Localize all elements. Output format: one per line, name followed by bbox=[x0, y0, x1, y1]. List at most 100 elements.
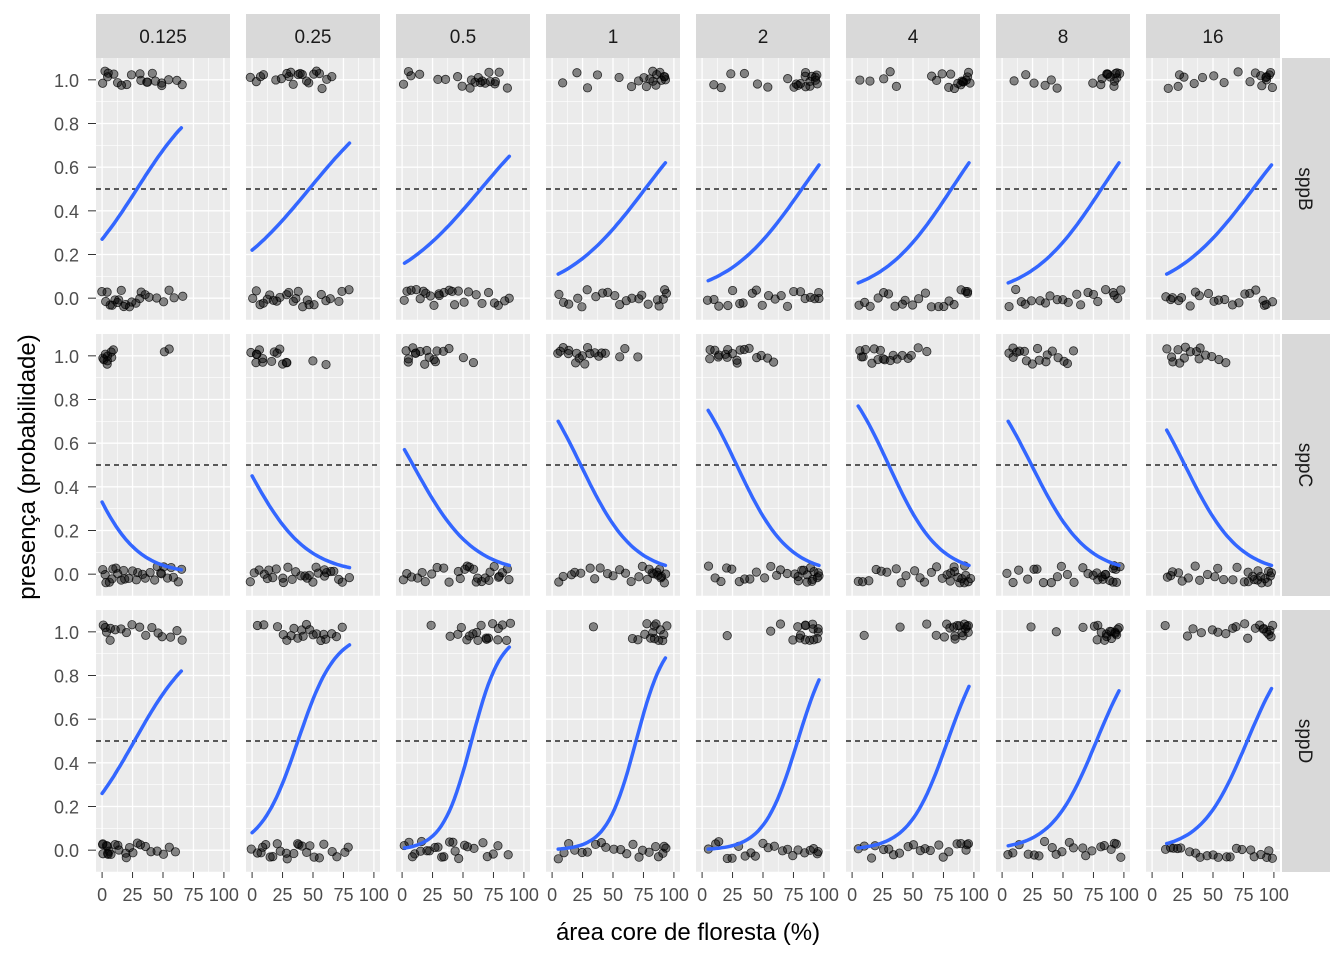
data-point bbox=[334, 296, 344, 307]
fitted-curve bbox=[856, 684, 971, 850]
row-strip-label: sppD bbox=[1294, 719, 1315, 763]
x-tick-label: 75 bbox=[483, 885, 503, 905]
data-point bbox=[582, 285, 592, 295]
data-point bbox=[1083, 569, 1093, 579]
x-tick-label: 75 bbox=[1233, 885, 1253, 905]
data-point bbox=[1041, 357, 1051, 367]
data-point bbox=[267, 356, 277, 367]
data-point bbox=[949, 299, 959, 310]
y-tick-label: 0.6 bbox=[54, 710, 79, 730]
data-point bbox=[1213, 563, 1223, 573]
data-point bbox=[430, 357, 441, 367]
data-point bbox=[327, 629, 337, 639]
data-point bbox=[643, 299, 653, 309]
x-tick-label: 25 bbox=[873, 885, 893, 905]
data-point bbox=[245, 577, 255, 587]
data-point bbox=[304, 300, 314, 310]
data-point bbox=[433, 842, 443, 852]
data-point bbox=[145, 567, 155, 578]
data-point bbox=[1035, 296, 1045, 306]
data-point bbox=[939, 632, 949, 642]
data-point bbox=[135, 622, 145, 632]
data-point bbox=[620, 568, 631, 578]
data-point bbox=[1078, 843, 1088, 853]
data-point bbox=[124, 842, 135, 853]
data-point bbox=[922, 619, 932, 629]
data-point bbox=[716, 576, 726, 587]
data-point bbox=[329, 566, 339, 576]
data-point bbox=[642, 619, 652, 629]
data-point bbox=[662, 621, 672, 631]
data-point bbox=[473, 635, 483, 645]
data-point bbox=[800, 71, 810, 81]
data-point bbox=[1026, 296, 1037, 306]
strip-0.25 bbox=[246, 14, 380, 58]
data-point bbox=[944, 296, 954, 306]
data-point bbox=[626, 576, 636, 587]
data-point bbox=[1179, 72, 1189, 82]
data-point bbox=[278, 630, 288, 640]
data-point bbox=[304, 78, 314, 88]
data-point bbox=[458, 352, 469, 363]
data-point bbox=[1063, 297, 1073, 308]
data-point bbox=[1185, 301, 1195, 311]
data-point bbox=[131, 575, 141, 585]
strip-16 bbox=[1146, 14, 1280, 58]
data-point bbox=[484, 67, 494, 77]
data-point bbox=[752, 353, 762, 363]
data-point bbox=[468, 357, 479, 368]
data-point bbox=[913, 343, 923, 353]
data-point bbox=[1062, 569, 1072, 580]
data-point bbox=[601, 842, 611, 852]
data-point bbox=[164, 344, 174, 354]
data-point bbox=[424, 352, 434, 362]
x-tick-label: 75 bbox=[183, 885, 203, 905]
data-point bbox=[1203, 288, 1214, 299]
data-point bbox=[504, 575, 514, 585]
data-point bbox=[264, 565, 274, 575]
data-point bbox=[750, 851, 760, 861]
data-point bbox=[1040, 80, 1050, 90]
data-point bbox=[133, 567, 143, 578]
data-point bbox=[297, 841, 307, 851]
data-point bbox=[268, 573, 278, 583]
data-point bbox=[144, 292, 154, 302]
data-point bbox=[660, 75, 671, 85]
data-point bbox=[885, 355, 895, 366]
data-point bbox=[865, 76, 875, 86]
data-point bbox=[1032, 343, 1043, 354]
data-point bbox=[331, 632, 342, 642]
data-point bbox=[1032, 564, 1042, 574]
data-point bbox=[1250, 68, 1260, 78]
data-point bbox=[582, 83, 593, 93]
data-point bbox=[1039, 836, 1050, 847]
x-tick-label: 50 bbox=[903, 885, 923, 905]
data-point bbox=[490, 76, 501, 87]
data-point bbox=[493, 300, 503, 311]
x-tick-label: 100 bbox=[1259, 885, 1289, 905]
data-point bbox=[314, 68, 325, 79]
fitted-curve bbox=[706, 678, 821, 851]
x-tick-label: 0 bbox=[997, 885, 1007, 905]
data-point bbox=[564, 299, 574, 309]
data-point bbox=[170, 847, 181, 857]
data-point bbox=[659, 578, 669, 588]
x-tick-label: 50 bbox=[1203, 885, 1223, 905]
data-point bbox=[1197, 72, 1208, 83]
data-point bbox=[1114, 623, 1124, 633]
data-point bbox=[1210, 572, 1220, 582]
data-point bbox=[1194, 291, 1204, 301]
data-point bbox=[891, 81, 902, 91]
data-point bbox=[425, 291, 436, 301]
data-point bbox=[485, 76, 495, 87]
data-point bbox=[1034, 355, 1044, 365]
y-tick-label: 0.8 bbox=[54, 115, 79, 135]
data-point bbox=[483, 633, 494, 643]
data-point bbox=[900, 295, 910, 305]
fitted-curve bbox=[402, 154, 512, 265]
data-point bbox=[576, 568, 586, 578]
data-point bbox=[1267, 853, 1277, 863]
data-point bbox=[714, 350, 724, 360]
data-point bbox=[399, 295, 409, 305]
data-point bbox=[493, 635, 503, 645]
